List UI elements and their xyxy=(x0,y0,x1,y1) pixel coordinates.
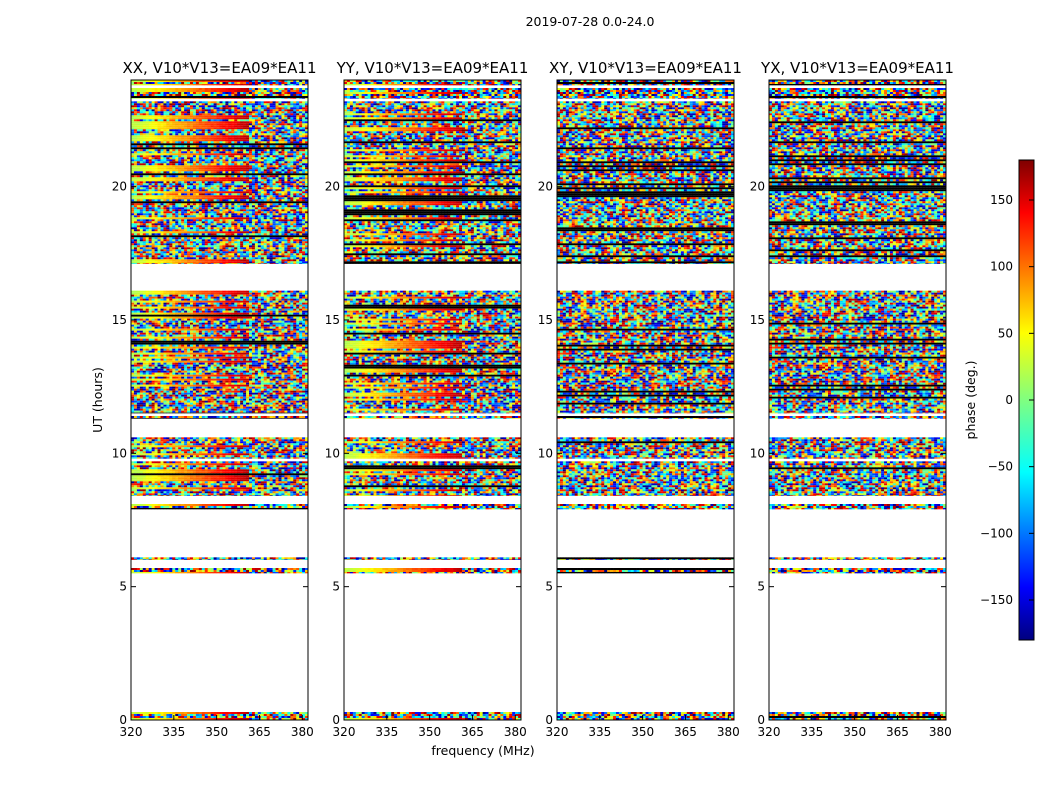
y-tick-label: 15 xyxy=(325,313,340,327)
x-tick-label: 380 xyxy=(717,725,740,739)
panel-3: XY, V10*V13=EA09*EA11 320 335 350 365 380 0 5 10… xyxy=(538,59,742,739)
y-tick-label: 5 xyxy=(545,580,553,594)
x-axis-label: frequency (MHz) xyxy=(431,743,534,758)
y-tick-label: 20 xyxy=(112,180,127,194)
x-tick-label: 335 xyxy=(375,725,398,739)
y-tick-label: 15 xyxy=(112,313,127,327)
colorbar-tick-label: 0 xyxy=(1005,393,1013,407)
y-axis-label: UT (hours) xyxy=(90,367,105,433)
x-tick-label: 365 xyxy=(674,725,697,739)
panel-title: YY, V10*V13=EA09*EA11 xyxy=(336,59,529,77)
x-tick-label: 335 xyxy=(800,725,823,739)
y-tick-label: 10 xyxy=(538,446,553,460)
x-tick-label: 320 xyxy=(333,725,356,739)
colorbar: −150 −100 −50 0 50 100 150 phase (deg.) xyxy=(963,160,1034,640)
panel-1: XX, V10*V13=EA09*EA11 320 335 350 365 380 0 5 10… xyxy=(112,59,317,739)
panel-4: YX, V10*V13=EA09*EA11 320 335 350 365 380 0 5 10… xyxy=(750,59,954,739)
x-tick-label: 380 xyxy=(504,725,527,739)
x-tick-label: 380 xyxy=(291,725,314,739)
y-tick-label: 20 xyxy=(750,180,765,194)
y-tick-label: 20 xyxy=(325,180,340,194)
colorbar-label: phase (deg.) xyxy=(963,361,978,440)
y-tick-label: 15 xyxy=(538,313,553,327)
panel-title: XY, V10*V13=EA09*EA11 xyxy=(549,59,742,77)
panel-title: YX, V10*V13=EA09*EA11 xyxy=(760,59,954,77)
figure-suptitle: 2019-07-28 0.0-24.0 xyxy=(526,14,655,29)
x-tick-label: 365 xyxy=(248,725,271,739)
x-tick-label: 380 xyxy=(929,725,952,739)
y-tick-label: 0 xyxy=(757,713,765,727)
y-tick-label: 0 xyxy=(332,713,340,727)
panel-2: YY, V10*V13=EA09*EA11 320 335 350 365 380 0 5 10… xyxy=(325,59,529,739)
x-tick-label: 320 xyxy=(546,725,569,739)
x-tick-label: 320 xyxy=(120,725,143,739)
x-tick-label: 350 xyxy=(205,725,228,739)
y-tick-label: 5 xyxy=(332,580,340,594)
y-tick-label: 0 xyxy=(545,713,553,727)
colorbar-tick-label: 100 xyxy=(990,260,1013,274)
y-tick-label: 5 xyxy=(757,580,765,594)
colorbar-tick-label: −50 xyxy=(988,460,1013,474)
colorbar-tick-label: −150 xyxy=(980,593,1013,607)
x-tick-label: 335 xyxy=(162,725,185,739)
phase-waterfall-figure: 2019-07-28 0.0-24.0 XX, V10*V13=EA09*EA1… xyxy=(0,0,1050,800)
x-tick-label: 320 xyxy=(758,725,781,739)
y-tick-label: 20 xyxy=(538,180,553,194)
x-tick-label: 335 xyxy=(588,725,611,739)
x-tick-label: 350 xyxy=(631,725,654,739)
y-tick-label: 5 xyxy=(119,580,127,594)
x-tick-label: 350 xyxy=(418,725,441,739)
colorbar-tick-label: 150 xyxy=(990,193,1013,207)
x-tick-label: 365 xyxy=(461,725,484,739)
x-tick-label: 365 xyxy=(886,725,909,739)
colorbar-tick-label: −100 xyxy=(980,526,1013,540)
y-tick-label: 10 xyxy=(325,446,340,460)
y-tick-label: 0 xyxy=(119,713,127,727)
x-tick-label: 350 xyxy=(843,725,866,739)
y-tick-label: 10 xyxy=(750,446,765,460)
y-tick-label: 15 xyxy=(750,313,765,327)
colorbar-tick-label: 50 xyxy=(998,326,1013,340)
panel-title: XX, V10*V13=EA09*EA11 xyxy=(122,59,316,77)
y-tick-label: 10 xyxy=(112,446,127,460)
